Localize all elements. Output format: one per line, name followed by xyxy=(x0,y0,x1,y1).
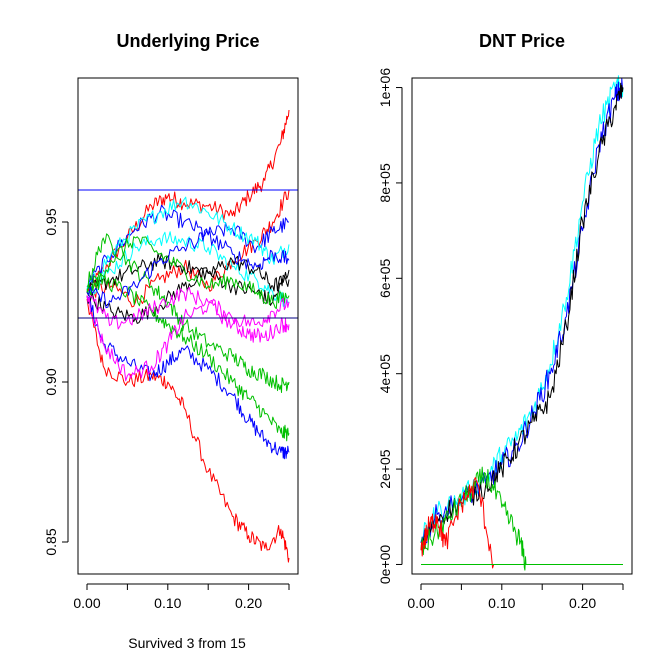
left-series-line-10 xyxy=(86,233,290,393)
right-y-tick-label: 6e+05 xyxy=(377,258,393,298)
left-series-line-4 xyxy=(86,295,290,460)
right-series-line-4 xyxy=(420,466,527,571)
right-y-tick-label: 0e+00 xyxy=(377,545,393,585)
left-x-tick-label: 0.00 xyxy=(73,595,100,611)
left-y-axis: 0.85 0.90 0.95 xyxy=(43,208,69,556)
right-x-tick-label: 0.00 xyxy=(407,595,434,611)
right-y-axis: 0e+00 2e+05 4e+05 6e+05 8e+05 1e+06 xyxy=(377,68,403,585)
left-panel: Underlying Price 0.00 0.10 0.20 0.850.900.… xyxy=(43,31,299,651)
left-y-tick-label: 0.85 xyxy=(43,528,59,555)
left-series-line-11 xyxy=(86,272,290,442)
right-x-tick-label: 0.10 xyxy=(488,595,515,611)
right-y-tick-label: 8e+05 xyxy=(377,163,393,203)
left-x-axis: 0.00 0.10 0.20 xyxy=(73,583,290,611)
left-title: Underlying Price xyxy=(116,31,259,51)
left-x-axis-label: Survived 3 from 15 xyxy=(128,635,246,651)
right-series-line-5 xyxy=(420,477,495,569)
left-x-tick-label: 0.10 xyxy=(154,595,181,611)
right-series-layer xyxy=(420,75,624,571)
left-series-line-12 xyxy=(86,236,290,310)
left-y-tick-label: 0.95 xyxy=(43,208,59,235)
left-series-line-6 xyxy=(86,196,290,290)
left-series-line-15 xyxy=(86,228,290,309)
left-hline-layer xyxy=(78,189,298,319)
left-series-line-9 xyxy=(86,255,290,324)
right-x-axis: 0.00 0.10 0.20 xyxy=(407,583,624,611)
right-x-tick-label: 0.20 xyxy=(569,595,596,611)
right-plot-frame xyxy=(411,77,633,575)
left-series-line-8 xyxy=(86,253,290,306)
left-x-tick-label: 0.20 xyxy=(235,595,262,611)
right-y-tick-label: 4e+05 xyxy=(377,354,393,394)
right-series-line-3 xyxy=(420,82,624,546)
left-series-line-13 xyxy=(86,295,290,382)
right-panel: DNT Price 0.00 0.10 0.20 0e+00 2e+05 4e+05 6e… xyxy=(377,31,633,611)
left-series-layer xyxy=(86,109,290,563)
right-y-tick-label: 2e+05 xyxy=(377,449,393,489)
left-series-line-2 xyxy=(86,298,290,563)
left-plot-frame xyxy=(77,77,299,575)
left-series-line-1 xyxy=(86,109,290,293)
right-title: DNT Price xyxy=(479,31,565,51)
right-series-line-1 xyxy=(420,75,624,547)
left-series-line-14 xyxy=(86,286,290,330)
left-y-tick-label: 0.90 xyxy=(43,368,59,395)
left-series-line-5 xyxy=(86,204,289,289)
right-y-tick-label: 1e+06 xyxy=(377,68,393,108)
right-series-line-2 xyxy=(420,78,624,544)
